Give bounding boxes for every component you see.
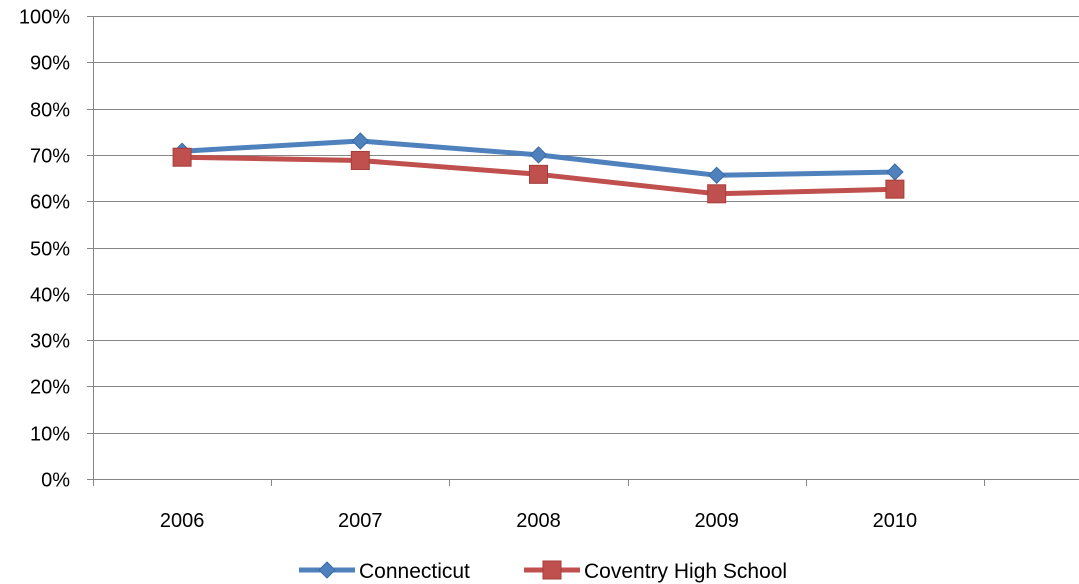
axes <box>87 16 1079 486</box>
y-tick-label: 0% <box>41 470 70 492</box>
legend-square-marker <box>542 560 562 580</box>
x-axis-tick-labels: 2006 2007 2008 2009 2010 <box>160 510 917 532</box>
x-tick-label: 2009 <box>694 510 739 532</box>
x-tick-label: 2006 <box>160 510 205 532</box>
x-tick-label: 2007 <box>338 510 383 532</box>
data-point-square <box>529 164 548 184</box>
data-point-square <box>172 147 192 167</box>
y-tick-label: 100% <box>19 7 70 29</box>
data-point-diamond <box>351 132 370 150</box>
y-tick-label: 60% <box>30 192 70 214</box>
legend-label: Connecticut <box>359 560 470 583</box>
data-point-diamond <box>886 163 904 181</box>
data-point-diamond <box>529 146 548 164</box>
legend-diamond-marker <box>318 561 336 579</box>
y-tick-label: 30% <box>30 331 70 353</box>
data-point-square <box>885 179 905 199</box>
y-tick-label: 80% <box>30 100 70 122</box>
y-tick-label: 20% <box>30 377 70 399</box>
gridlines <box>93 16 1079 434</box>
data-point-diamond <box>707 166 726 185</box>
y-tick-label: 50% <box>30 239 70 261</box>
series-markers <box>172 132 905 204</box>
y-tick-label: 40% <box>30 285 70 307</box>
data-point-square <box>707 184 727 204</box>
y-tick-label: 70% <box>30 146 70 168</box>
legend: Connecticut Coventry High School <box>299 560 787 583</box>
legend-label: Coventry High School <box>584 560 787 583</box>
y-tick-label: 10% <box>30 424 70 446</box>
x-tick-label: 2010 <box>873 510 918 532</box>
y-tick-label: 90% <box>30 53 70 75</box>
y-axis-tick-labels: 0% 10% 20% 30% 40% 50% 60% 70% 80% 90% 100% <box>19 7 70 492</box>
x-tick-label: 2008 <box>516 510 561 532</box>
data-point-square <box>350 150 370 170</box>
